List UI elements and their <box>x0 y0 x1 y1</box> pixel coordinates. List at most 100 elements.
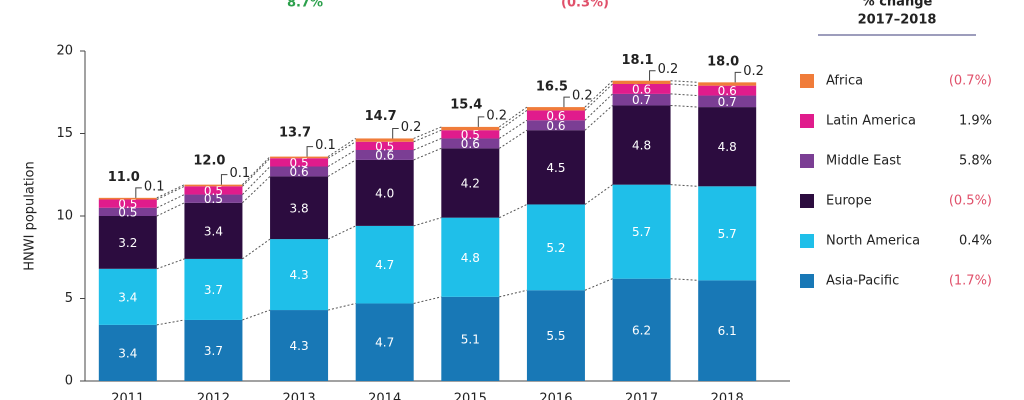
total-label: 18.0 <box>707 55 739 70</box>
connector <box>327 302 356 311</box>
connector <box>156 185 185 200</box>
bar-segment <box>184 186 243 195</box>
connector <box>499 203 528 219</box>
connector <box>413 296 442 304</box>
total-label: 13.7 <box>279 125 311 140</box>
bar-segment <box>355 159 414 226</box>
data-label: 0.6 <box>375 148 394 162</box>
leader-line <box>477 116 485 127</box>
y-tick-label: 10 <box>56 209 73 224</box>
total-label: 14.7 <box>365 109 397 124</box>
bar-segment <box>526 107 585 111</box>
data-label: 5.2 <box>546 241 565 255</box>
bar-segment <box>355 138 414 142</box>
data-label: 3.7 <box>204 344 223 358</box>
connector <box>156 319 185 326</box>
data-label: 4.0 <box>375 186 394 200</box>
data-label: 0.5 <box>204 184 223 198</box>
bar-segment <box>270 158 329 167</box>
bar-segment <box>355 141 414 150</box>
connector <box>670 80 699 83</box>
connector <box>242 156 271 186</box>
total-label: 15.4 <box>450 97 482 112</box>
leader-line <box>649 70 656 81</box>
legend-swatch <box>800 154 814 168</box>
x-tick-label: 2012 <box>197 392 230 400</box>
connector <box>499 109 528 131</box>
connector <box>413 217 442 227</box>
bar-segment <box>270 166 329 177</box>
connector <box>327 138 356 158</box>
connector <box>670 184 699 187</box>
bar-segment <box>441 138 500 149</box>
connector <box>242 238 271 260</box>
x-tick-label: 2016 <box>539 392 572 400</box>
bar-segment <box>98 197 157 200</box>
connector <box>499 106 528 128</box>
connector <box>156 202 185 217</box>
leader-line <box>563 96 570 108</box>
legend-title: % change <box>862 0 933 10</box>
data-label: 5.5 <box>546 329 565 343</box>
bar-segment <box>526 290 585 381</box>
data-label: 0.5 <box>290 156 309 170</box>
leader-line <box>220 174 228 185</box>
bar-segment <box>441 217 500 297</box>
data-label: 0.6 <box>632 82 651 96</box>
data-label: 0.2 <box>743 64 764 79</box>
bar-segment <box>612 105 671 185</box>
leader-line <box>135 187 142 198</box>
data-label: 0.5 <box>204 192 223 206</box>
x-tick-label: 2017 <box>625 392 658 400</box>
connector <box>242 309 271 321</box>
connector <box>156 194 185 209</box>
connector <box>327 141 356 159</box>
bar-segment <box>184 202 243 259</box>
data-label: 0.2 <box>401 120 422 135</box>
bar-segment <box>184 258 243 320</box>
legend-label: Asia-Pacific <box>826 274 899 289</box>
connector <box>670 104 699 108</box>
connector <box>584 105 613 131</box>
y-tick-label: 20 <box>56 44 73 59</box>
legend-swatch <box>800 274 814 288</box>
legend-change: 1.9% <box>959 114 992 129</box>
data-label: 0.6 <box>546 119 565 133</box>
data-label: 4.3 <box>290 339 309 353</box>
data-label: 4.8 <box>461 251 480 265</box>
connector <box>413 137 442 151</box>
data-label: 0.1 <box>315 138 336 153</box>
x-tick-label: 2015 <box>454 392 487 400</box>
bar-segment <box>612 93 671 106</box>
data-label: 0.6 <box>718 84 737 98</box>
legend-label: North America <box>826 234 920 249</box>
data-label: 3.4 <box>204 224 223 238</box>
bar-segment <box>184 319 243 381</box>
data-label: 4.7 <box>375 336 394 350</box>
y-tick-label: 5 <box>65 291 73 306</box>
connector <box>327 225 356 240</box>
data-label: 0.6 <box>290 165 309 179</box>
data-label: 6.2 <box>632 323 651 337</box>
x-tick-label: 2011 <box>111 392 144 400</box>
bar-segment <box>98 324 157 381</box>
legend-swatch <box>800 114 814 128</box>
data-label: 0.6 <box>461 137 480 151</box>
bar-segment <box>526 204 585 291</box>
connector <box>670 93 699 97</box>
data-label: 0.1 <box>144 179 165 194</box>
bar-segment <box>612 84 671 94</box>
legend-change: 5.8% <box>959 154 992 169</box>
data-label: 3.7 <box>204 283 223 297</box>
bar-segment <box>526 120 585 131</box>
data-label: 6.1 <box>718 324 737 338</box>
bar-segment <box>355 303 414 381</box>
bar-segment <box>698 85 757 96</box>
connector <box>584 184 613 205</box>
connector <box>499 289 528 298</box>
bar-segment <box>526 110 585 121</box>
bar-segment <box>612 278 671 381</box>
leader-line <box>734 71 742 83</box>
data-label: 0.6 <box>546 109 565 123</box>
total-label: 12.0 <box>193 154 225 169</box>
